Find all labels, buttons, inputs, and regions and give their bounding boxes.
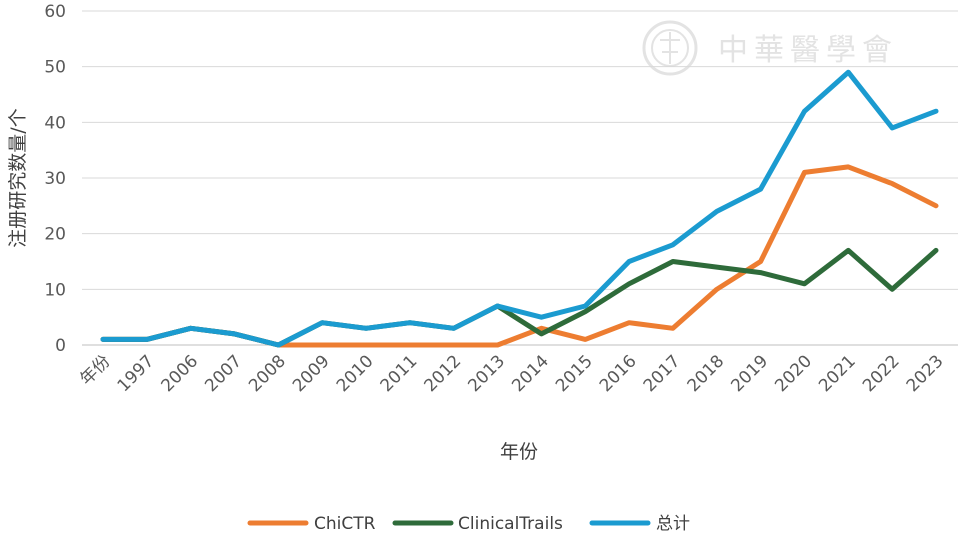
series-line-2	[100, 69, 939, 348]
x-tick-label: 2008	[245, 351, 290, 396]
x-tick-label: 2010	[333, 351, 378, 396]
x-tick-label: 2015	[552, 351, 597, 396]
y-tick-label: 30	[44, 169, 66, 189]
x-tick-label: 2012	[421, 351, 466, 396]
x-tick-label: 2020	[771, 351, 816, 396]
y-tick-label: 20	[44, 225, 66, 245]
y-axis-ticks: 0 10 20 30 40 50 60	[44, 2, 66, 356]
legend-label: ClinicalTrails	[458, 514, 563, 534]
x-tick-label: 2013	[464, 351, 509, 396]
x-tick-label: 2017	[640, 351, 685, 396]
x-tick-label: 2009	[289, 351, 334, 396]
gridlines	[82, 10, 958, 346]
x-tick-label: 2023	[903, 351, 948, 396]
x-tick-label: 2007	[201, 351, 246, 396]
y-tick-label: 60	[44, 2, 66, 22]
x-axis-ticks: 年份 1997 2006 2007 2008 2009 2010 2011 2012 2013 20…	[76, 351, 947, 396]
watermark: 中華醫學會	[642, 20, 898, 76]
x-tick-label: 2022	[859, 351, 904, 396]
x-tick-label: 1997	[114, 351, 159, 396]
x-tick-label: 2016	[596, 351, 641, 396]
y-tick-label: 0	[55, 336, 66, 356]
x-tick-label: 2014	[508, 351, 553, 396]
x-tick-label: 2018	[684, 351, 729, 396]
x-tick-label: 2011	[377, 351, 422, 396]
watermark-text: 中華醫學會	[718, 33, 898, 68]
x-tick-label: 2006	[157, 351, 202, 396]
x-tick-label: 年份	[76, 351, 114, 389]
series-lines	[100, 69, 939, 348]
x-tick-label: 2019	[727, 351, 772, 396]
legend-label: 总计	[656, 514, 690, 534]
y-axis-label: 注册研究数量/个	[7, 108, 29, 247]
y-tick-label: 10	[44, 280, 66, 300]
y-tick-label: 50	[44, 58, 66, 78]
y-tick-label: 40	[44, 113, 66, 133]
x-axis-label: 年份	[500, 441, 538, 463]
legend-label: ChiCTR	[314, 514, 376, 534]
legend: ChiCTR ClinicalTrails 总计	[247, 514, 690, 534]
society-seal-icon	[642, 20, 698, 76]
x-tick-label: 2021	[815, 351, 860, 396]
